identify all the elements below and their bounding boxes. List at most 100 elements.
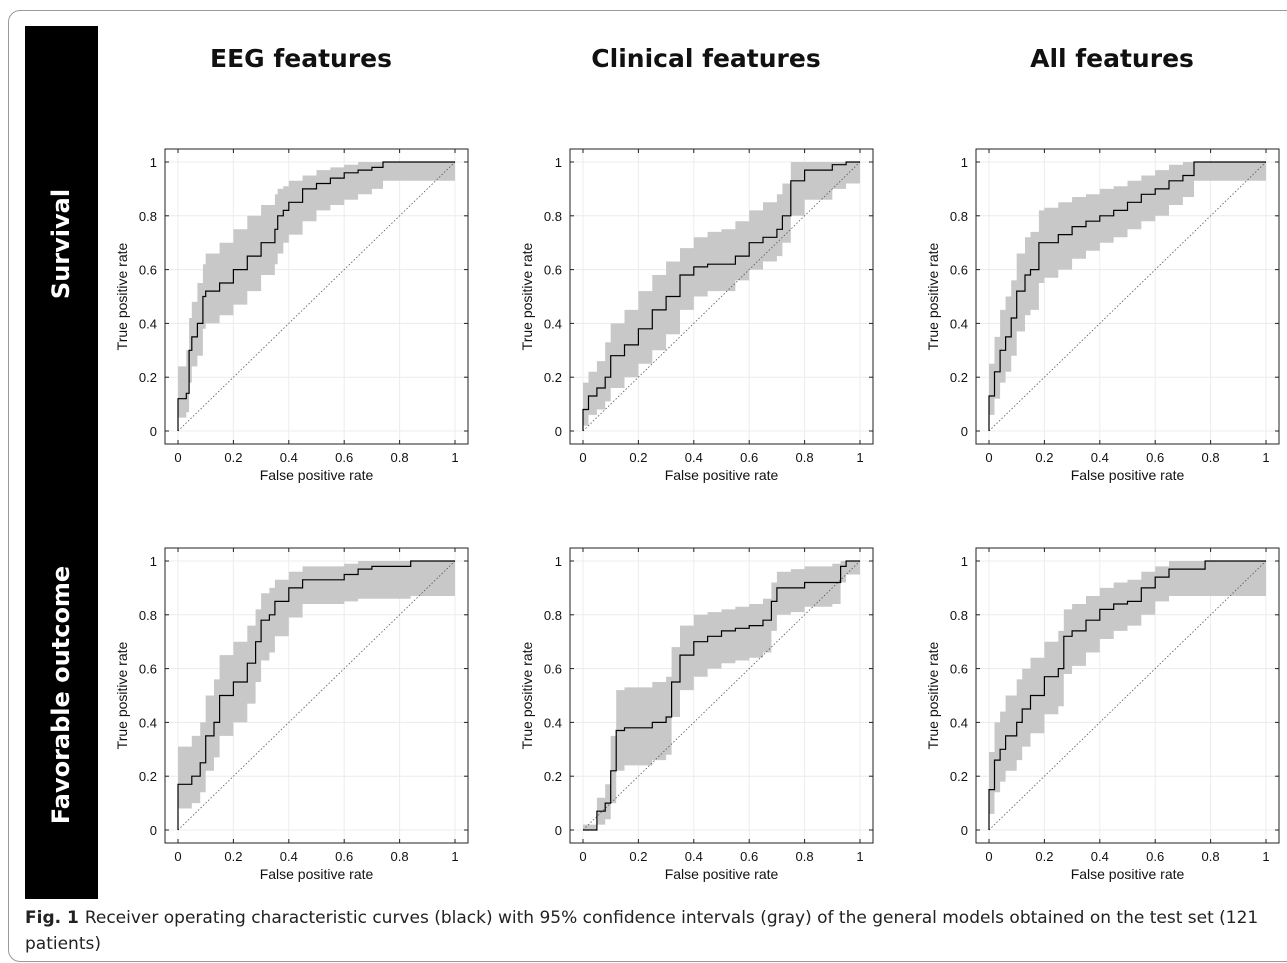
y-tick-label: 0 [150, 823, 157, 838]
y-tick-label: 0.2 [950, 769, 968, 784]
x-tick-label: 0.4 [280, 849, 298, 864]
x-tick-label: 0.4 [280, 450, 298, 465]
roc-curve [583, 560, 860, 831]
y-tick-label: 0.8 [950, 209, 968, 224]
x-tick-label: 0.4 [685, 450, 703, 465]
y-tick-label: 0.4 [139, 316, 157, 331]
x-tick-label: 0.8 [391, 450, 409, 465]
x-axis-label: False positive rate [665, 866, 779, 882]
x-tick-label: 0.6 [335, 849, 353, 864]
figure-caption: Fig. 1 Receiver operating characteristic … [25, 905, 1265, 957]
y-tick-label: 0.8 [139, 608, 157, 623]
y-axis-label: True positive rate [519, 242, 535, 350]
ci-band [583, 162, 860, 426]
y-axis-label: True positive rate [519, 641, 535, 749]
chance-diagonal [582, 161, 861, 432]
column-title-all: All features [1030, 44, 1194, 73]
figure-frame [8, 10, 1287, 962]
x-tick-label: 0.2 [629, 849, 647, 864]
row-band-favorable-outcome: Favorable outcome [25, 463, 98, 899]
ci-band [583, 561, 860, 830]
x-axis-label: False positive rate [260, 467, 374, 483]
y-tick-label: 1 [961, 155, 968, 170]
x-tick-label: 0 [174, 849, 181, 864]
roc-panel: 0 0.2 0.4 0.6 0.8 1 0 0.2 0.4 0.6 0.8 1 False positi… [114, 148, 469, 483]
x-tick-label: 0.8 [1202, 450, 1220, 465]
roc-curve [582, 161, 860, 431]
column-title-eeg: EEG features [210, 44, 392, 73]
axes-frame [164, 148, 469, 445]
caption-label: Fig. 1 [25, 908, 79, 928]
y-tick-label: 0.2 [950, 370, 968, 385]
y-tick-label: 0 [961, 823, 968, 838]
y-axis-label: True positive rate [925, 242, 941, 350]
column-title-clinical: Clinical features [591, 44, 821, 73]
y-axis-label: True positive rate [114, 242, 130, 350]
roc-panel: 0 0.2 0.4 0.6 0.8 1 0 0.2 0.4 0.6 0.8 1 False positi… [925, 148, 1280, 483]
y-tick-label: 0.6 [544, 662, 562, 677]
x-tick-label: 1 [1262, 450, 1269, 465]
y-tick-label: 1 [555, 554, 562, 569]
x-tick-label: 0.4 [685, 849, 703, 864]
y-tick-label: 0 [555, 424, 562, 439]
y-tick-label: 0 [150, 424, 157, 439]
x-tick-label: 0.6 [740, 849, 758, 864]
y-tick-label: 0 [555, 823, 562, 838]
roc-panel: 0 0.2 0.4 0.6 0.8 1 0 0.2 0.4 0.6 0.8 1 False positi… [519, 547, 874, 882]
y-tick-label: 0 [961, 424, 968, 439]
x-tick-label: 0.8 [391, 849, 409, 864]
y-tick-label: 0.6 [950, 662, 968, 677]
roc-panel: 0 0.2 0.4 0.6 0.8 1 0 0.2 0.4 0.6 0.8 1 False positi… [519, 148, 874, 483]
x-tick-label: 0 [579, 450, 586, 465]
x-tick-label: 0.4 [1091, 450, 1109, 465]
roc-curve [177, 161, 455, 431]
x-tick-label: 1 [451, 450, 458, 465]
y-tick-label: 1 [150, 155, 157, 170]
y-tick-label: 0.2 [544, 370, 562, 385]
y-tick-label: 0.8 [544, 608, 562, 623]
ci-band [989, 162, 1266, 415]
x-axis-label: False positive rate [665, 467, 779, 483]
axes-frame [975, 148, 1280, 445]
x-tick-label: 0 [174, 450, 181, 465]
x-tick-label: 0.8 [1202, 849, 1220, 864]
y-tick-label: 1 [150, 554, 157, 569]
x-tick-label: 0.2 [1035, 849, 1053, 864]
y-axis-label: True positive rate [114, 641, 130, 749]
y-tick-label: 0.2 [544, 769, 562, 784]
roc-curve [177, 560, 455, 830]
axes-frame [975, 547, 1280, 844]
roc-curve [988, 161, 1266, 431]
chance-diagonal [988, 161, 1267, 432]
y-axis-label: True positive rate [925, 641, 941, 749]
chance-diagonal [582, 560, 861, 831]
chance-diagonal [988, 560, 1267, 831]
y-tick-label: 0.4 [950, 715, 968, 730]
x-axis-label: False positive rate [1071, 866, 1185, 882]
x-tick-label: 1 [856, 450, 863, 465]
y-tick-label: 0.4 [544, 316, 562, 331]
y-tick-label: 0.4 [139, 715, 157, 730]
x-tick-label: 0.6 [335, 450, 353, 465]
roc-plot-grid: 0 0.2 0.4 0.6 0.8 1 0 0.2 0.4 0.6 0.8 1 False positi… [114, 148, 1280, 882]
x-tick-label: 0.8 [796, 849, 814, 864]
x-tick-label: 0.6 [1146, 450, 1164, 465]
y-tick-label: 0.6 [139, 662, 157, 677]
y-tick-label: 0.6 [950, 263, 968, 278]
chance-diagonal [177, 161, 456, 432]
y-tick-label: 0.4 [950, 316, 968, 331]
axes-frame [569, 148, 874, 445]
y-tick-label: 0.8 [139, 209, 157, 224]
x-axis-label: False positive rate [1071, 467, 1185, 483]
y-tick-label: 0.8 [950, 608, 968, 623]
x-tick-label: 0.4 [1091, 849, 1109, 864]
y-tick-label: 1 [555, 155, 562, 170]
roc-panel: 0 0.2 0.4 0.6 0.8 1 0 0.2 0.4 0.6 0.8 1 False positi… [925, 547, 1280, 882]
x-tick-label: 0.2 [224, 450, 242, 465]
x-tick-label: 0 [985, 450, 992, 465]
x-tick-label: 0.2 [1035, 450, 1053, 465]
x-tick-label: 0 [579, 849, 586, 864]
roc-panel: 0 0.2 0.4 0.6 0.8 1 0 0.2 0.4 0.6 0.8 1 False positi… [114, 547, 469, 882]
x-tick-label: 0.6 [1146, 849, 1164, 864]
axes-frame [164, 547, 469, 844]
